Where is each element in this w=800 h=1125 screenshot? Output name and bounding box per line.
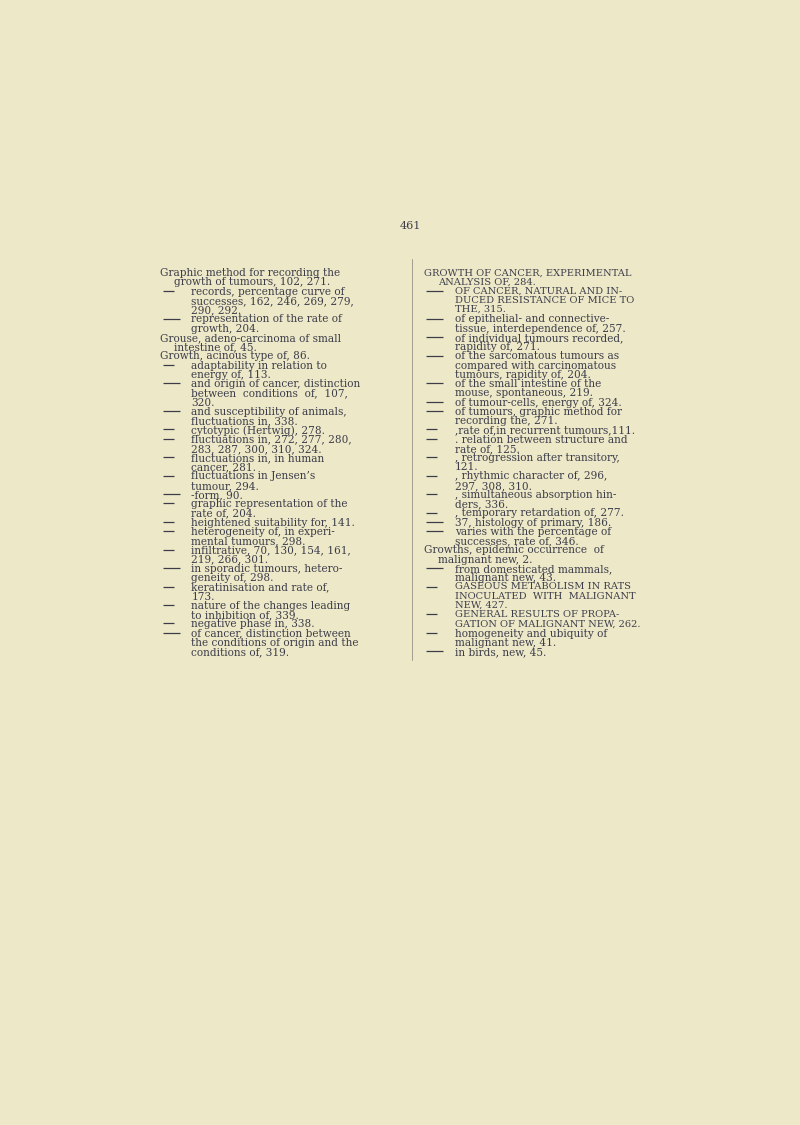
Text: adaptability in relation to: adaptability in relation to: [191, 361, 327, 370]
Text: between  conditions  of,  107,: between conditions of, 107,: [191, 388, 348, 398]
Text: DUCED RESISTANCE OF MICE TO: DUCED RESISTANCE OF MICE TO: [455, 296, 634, 305]
Text: fluctuations in, 338.: fluctuations in, 338.: [191, 416, 298, 426]
Text: keratinisation and rate of,: keratinisation and rate of,: [191, 583, 330, 593]
Text: the conditions of origin and the: the conditions of origin and the: [191, 638, 359, 648]
Text: 290, 292.: 290, 292.: [191, 305, 242, 315]
Text: 297, 308, 310.: 297, 308, 310.: [455, 480, 532, 490]
Text: Graphic method for recording the: Graphic method for recording the: [161, 268, 341, 278]
Text: malignant new, 2.: malignant new, 2.: [438, 555, 533, 565]
Text: homogeneity and ubiquity of: homogeneity and ubiquity of: [455, 629, 607, 639]
Text: GENERAL RESULTS OF PROPA-: GENERAL RESULTS OF PROPA-: [455, 610, 619, 619]
Text: rate of, 125.: rate of, 125.: [455, 443, 520, 453]
Text: , temporary retardation of, 277.: , temporary retardation of, 277.: [455, 508, 624, 519]
Text: 37, histology of primary, 186.: 37, histology of primary, 186.: [455, 518, 611, 528]
Text: infiltrative, 70, 130, 154, 161,: infiltrative, 70, 130, 154, 161,: [191, 546, 351, 556]
Text: ,rate of,in recurrent tumours,111.: ,rate of,in recurrent tumours,111.: [455, 425, 635, 435]
Text: records, percentage curve of: records, percentage curve of: [191, 287, 345, 297]
Text: heterogeneity of, in experi-: heterogeneity of, in experi-: [191, 526, 335, 537]
Text: GROWTH OF CANCER, EXPERIMENTAL: GROWTH OF CANCER, EXPERIMENTAL: [424, 268, 631, 277]
Text: mouse, spontaneous, 219.: mouse, spontaneous, 219.: [455, 388, 593, 398]
Text: fluctuations in, 272, 277, 280,: fluctuations in, 272, 277, 280,: [191, 434, 352, 444]
Text: -form, 90.: -form, 90.: [191, 490, 243, 500]
Text: growth, 204.: growth, 204.: [191, 324, 260, 334]
Text: fluctuations in, in human: fluctuations in, in human: [191, 453, 325, 463]
Text: energy of, 113.: energy of, 113.: [191, 370, 271, 380]
Text: to inhibition of, 339.: to inhibition of, 339.: [191, 610, 299, 620]
Text: OF CANCER, NATURAL AND IN-: OF CANCER, NATURAL AND IN-: [455, 287, 622, 296]
Text: tumours, rapidity of, 204.: tumours, rapidity of, 204.: [455, 370, 591, 380]
Text: in birds, new, 45.: in birds, new, 45.: [455, 647, 546, 657]
Text: of the sarcomatous tumours as: of the sarcomatous tumours as: [455, 351, 619, 361]
Text: mental tumours, 298.: mental tumours, 298.: [191, 537, 306, 546]
Text: THE, 315.: THE, 315.: [455, 305, 506, 314]
Text: nature of the changes leading: nature of the changes leading: [191, 601, 350, 611]
Text: heightened suitability for, 141.: heightened suitability for, 141.: [191, 518, 355, 528]
Text: and susceptibility of animals,: and susceptibility of animals,: [191, 407, 347, 416]
Text: 219, 266, 301.: 219, 266, 301.: [191, 555, 269, 565]
Text: 173.: 173.: [191, 592, 215, 602]
Text: rapidity of, 271.: rapidity of, 271.: [455, 342, 540, 352]
Text: in sporadic tumours, hetero-: in sporadic tumours, hetero-: [191, 564, 343, 574]
Text: tumour, 294.: tumour, 294.: [191, 480, 259, 490]
Text: ANALYSIS OF, 284.: ANALYSIS OF, 284.: [438, 278, 536, 287]
Text: . relation between structure and: . relation between structure and: [455, 434, 627, 444]
Text: of tumour-cells, energy of, 324.: of tumour-cells, energy of, 324.: [455, 397, 622, 407]
Text: Grouse, adeno-carcinoma of small: Grouse, adeno-carcinoma of small: [161, 333, 342, 343]
Text: malignant new, 41.: malignant new, 41.: [455, 638, 556, 648]
Text: ders, 336.: ders, 336.: [455, 500, 508, 510]
Text: of individual tumours recorded,: of individual tumours recorded,: [455, 333, 623, 343]
Text: cancer, 281.: cancer, 281.: [191, 462, 257, 472]
Text: recording the, 271.: recording the, 271.: [455, 416, 558, 426]
Text: negative phase in, 338.: negative phase in, 338.: [191, 620, 315, 629]
Text: representation of the rate of: representation of the rate of: [191, 314, 342, 324]
Text: of the small intestine of the: of the small intestine of the: [455, 379, 602, 389]
Text: 320.: 320.: [191, 397, 215, 407]
Text: successes, 162, 246, 269, 279,: successes, 162, 246, 269, 279,: [191, 296, 354, 306]
Text: of tumours, graphic method for: of tumours, graphic method for: [455, 407, 622, 416]
Text: tissue, interdependence of, 257.: tissue, interdependence of, 257.: [455, 324, 626, 334]
Text: of epithelial- and connective-: of epithelial- and connective-: [455, 314, 610, 324]
Text: 461: 461: [399, 220, 421, 231]
Text: Growths, epidemic occurrence  of: Growths, epidemic occurrence of: [424, 546, 604, 556]
Text: compared with carcinomatous: compared with carcinomatous: [455, 361, 616, 370]
Text: intestine of, 45.: intestine of, 45.: [174, 342, 258, 352]
Text: INOCULATED  WITH  MALIGNANT: INOCULATED WITH MALIGNANT: [455, 592, 635, 601]
Text: rate of, 204.: rate of, 204.: [191, 508, 257, 519]
Text: GATION OF MALIGNANT NEW, 262.: GATION OF MALIGNANT NEW, 262.: [455, 620, 641, 629]
Text: from domesticated mammals,: from domesticated mammals,: [455, 564, 612, 574]
Text: fluctuations in Jensen’s: fluctuations in Jensen’s: [191, 471, 316, 482]
Text: and origin of cancer, distinction: and origin of cancer, distinction: [191, 379, 361, 389]
Text: graphic representation of the: graphic representation of the: [191, 500, 348, 510]
Text: , rhythmic character of, 296,: , rhythmic character of, 296,: [455, 471, 607, 482]
Text: geneity of, 298.: geneity of, 298.: [191, 573, 274, 583]
Text: GASEOUS METABOLISM IN RATS: GASEOUS METABOLISM IN RATS: [455, 583, 631, 592]
Text: Growth, acinous type of, 86.: Growth, acinous type of, 86.: [161, 351, 310, 361]
Text: varies with the percentage of: varies with the percentage of: [455, 526, 611, 537]
Text: , retrogression after transitory,: , retrogression after transitory,: [455, 453, 620, 463]
Text: 121.: 121.: [455, 462, 478, 472]
Text: growth of tumours, 102, 271.: growth of tumours, 102, 271.: [174, 278, 330, 288]
Text: NEW, 427.: NEW, 427.: [455, 601, 507, 610]
Text: , simultaneous absorption hin-: , simultaneous absorption hin-: [455, 490, 616, 500]
Text: conditions of, 319.: conditions of, 319.: [191, 647, 290, 657]
Text: 283, 287, 300, 310, 324.: 283, 287, 300, 310, 324.: [191, 443, 322, 453]
Text: successes, rate of, 346.: successes, rate of, 346.: [455, 537, 578, 546]
Text: cytotypic (Hertwig), 278.: cytotypic (Hertwig), 278.: [191, 425, 326, 435]
Text: of cancer, distinction between: of cancer, distinction between: [191, 629, 351, 639]
Text: malignant new, 43.: malignant new, 43.: [455, 573, 556, 583]
